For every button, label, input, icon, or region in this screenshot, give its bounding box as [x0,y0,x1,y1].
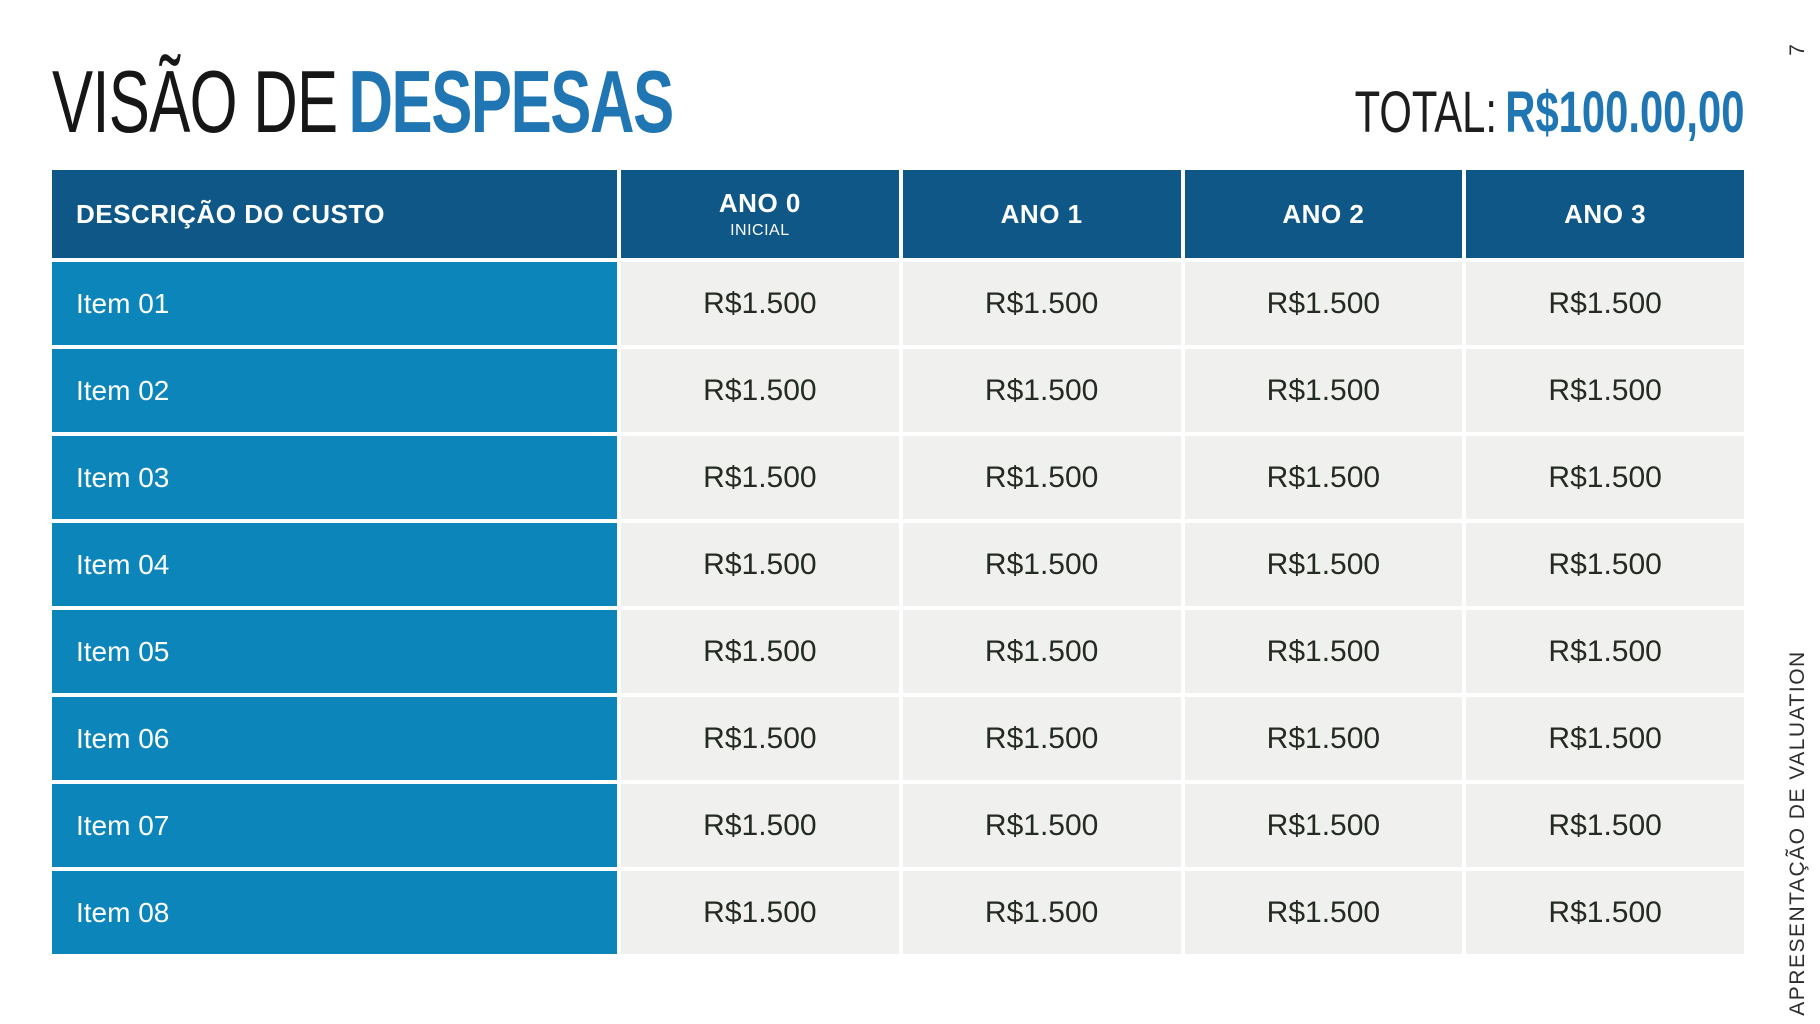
total-label: TOTAL: [1354,80,1497,145]
value-cell: R$1.500 [621,610,899,693]
value-cell: R$1.500 [1466,610,1744,693]
row-label-cell: Item 05 [52,610,617,693]
value-cell: R$1.500 [902,349,1181,432]
value-cell: R$1.500 [621,697,899,780]
value-cell: R$1.500 [1184,349,1463,432]
row-label-cell: Item 04 [52,523,617,606]
value-cell: R$1.500 [1466,349,1744,432]
page-title-bold: DESPESAS [348,52,674,151]
column-header-label: ANO 3 [1564,198,1647,229]
value-cell: R$1.500 [1184,871,1463,954]
row-label-cell: Item 08 [52,871,617,954]
column-header-ano-3: ANO 3 [1466,170,1744,258]
value-cell: R$1.500 [1466,436,1744,519]
page-title: VISÃO DE DESPESAS [52,58,674,146]
value-cell: R$1.500 [902,436,1181,519]
cost-table: DESCRIÇÃO DO CUSTO ANO 0 INICIAL ANO 1 ANO 2… [52,170,1744,954]
column-header-ano-2: ANO 2 [1184,170,1463,258]
page-title-light: VISÃO DE [52,52,338,151]
value-cell: R$1.500 [1466,262,1744,345]
value-cell: R$1.500 [902,871,1181,954]
value-cell: R$1.500 [621,523,899,606]
value-cell: R$1.500 [902,523,1181,606]
row-label-cell: Item 03 [52,436,617,519]
value-cell: R$1.500 [1466,523,1744,606]
value-cell: R$1.500 [902,262,1181,345]
value-cell: R$1.500 [902,610,1181,693]
value-cell: R$1.500 [902,697,1181,780]
value-cell: R$1.500 [621,871,899,954]
value-cell: R$1.500 [1184,610,1463,693]
row-label-cell: Item 01 [52,262,617,345]
column-header-sublabel: INICIAL [730,222,790,239]
value-cell: R$1.500 [1184,523,1463,606]
value-cell: R$1.500 [1184,784,1463,867]
value-cell: R$1.500 [1466,784,1744,867]
page-number: 7 [1786,44,1809,56]
value-cell: R$1.500 [621,784,899,867]
column-header-label: ANO 0 [718,188,801,218]
value-cell: R$1.500 [1466,697,1744,780]
column-header-label: ANO 2 [1282,198,1365,229]
value-cell: R$1.500 [621,262,899,345]
total-summary: TOTAL: R$100.00,00 [1354,84,1744,142]
value-cell: R$1.500 [621,349,899,432]
row-label-cell: Item 06 [52,697,617,780]
value-cell: R$1.500 [1466,871,1744,954]
value-cell: R$1.500 [902,784,1181,867]
value-cell: R$1.500 [1184,262,1463,345]
row-label-cell: Item 07 [52,784,617,867]
value-cell: R$1.500 [1184,436,1463,519]
value-cell: R$1.500 [621,436,899,519]
column-header-label: ANO 1 [1000,198,1083,229]
column-header-ano-0: ANO 0 INICIAL [621,170,899,258]
total-value: R$100.00,00 [1504,80,1744,145]
side-footer-label: APRESENTAÇÃO DE VALUATION [1786,650,1809,1016]
value-cell: R$1.500 [1184,697,1463,780]
column-header-ano-1: ANO 1 [902,170,1181,258]
column-header-label: DESCRIÇÃO DO CUSTO [76,198,385,229]
row-label-cell: Item 02 [52,349,617,432]
column-header-descricao: DESCRIÇÃO DO CUSTO [52,170,617,258]
